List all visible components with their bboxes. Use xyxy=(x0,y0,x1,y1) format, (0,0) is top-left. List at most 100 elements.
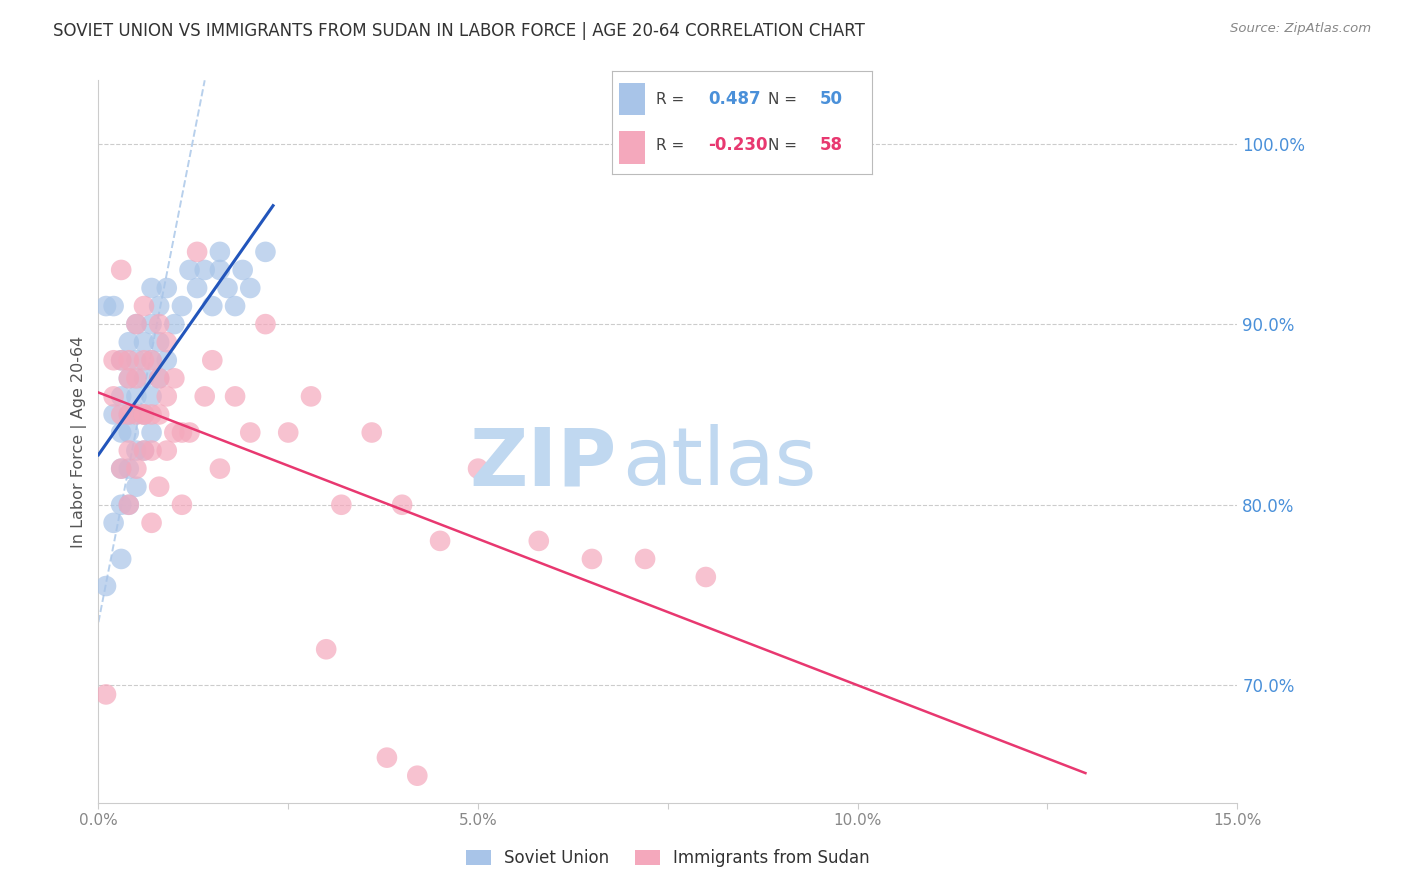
Point xyxy=(299,389,322,403)
Point xyxy=(239,281,262,295)
Point xyxy=(141,425,163,440)
Point xyxy=(156,335,179,350)
Point xyxy=(224,299,246,313)
Point xyxy=(125,443,148,458)
Point xyxy=(118,498,141,512)
Point xyxy=(148,299,170,313)
Point xyxy=(103,353,125,368)
Point xyxy=(406,769,429,783)
Point xyxy=(179,263,201,277)
Point xyxy=(110,353,132,368)
Point xyxy=(695,570,717,584)
Point xyxy=(118,353,141,368)
Text: N =: N = xyxy=(768,137,797,153)
Text: R =: R = xyxy=(655,92,685,106)
Point xyxy=(217,281,239,295)
Point xyxy=(224,389,246,403)
Text: 0.487: 0.487 xyxy=(707,90,761,108)
Point xyxy=(141,408,163,422)
Point xyxy=(103,516,125,530)
Point xyxy=(194,389,217,403)
Point xyxy=(125,408,148,422)
Point xyxy=(148,480,170,494)
Point xyxy=(239,425,262,440)
Point xyxy=(118,335,141,350)
Point xyxy=(94,579,117,593)
Point xyxy=(125,389,148,403)
Point xyxy=(132,335,155,350)
Point xyxy=(132,443,155,458)
Point xyxy=(315,642,337,657)
Point xyxy=(132,408,155,422)
Point xyxy=(132,299,155,313)
Point xyxy=(103,389,125,403)
Point xyxy=(110,389,132,403)
Point xyxy=(118,371,141,385)
Bar xyxy=(620,83,645,115)
Text: 50: 50 xyxy=(820,90,842,108)
Point xyxy=(254,317,277,331)
Point xyxy=(581,552,603,566)
Point xyxy=(179,425,201,440)
Point xyxy=(118,425,141,440)
Point xyxy=(132,353,155,368)
Point xyxy=(467,461,489,475)
Text: atlas: atlas xyxy=(623,425,817,502)
Point xyxy=(360,425,382,440)
Point xyxy=(118,408,141,422)
Point xyxy=(118,498,141,512)
Point xyxy=(429,533,451,548)
Point xyxy=(110,353,132,368)
Point xyxy=(634,552,657,566)
Point xyxy=(125,317,148,331)
Point xyxy=(170,299,193,313)
Text: 58: 58 xyxy=(820,136,842,154)
Text: -0.230: -0.230 xyxy=(707,136,768,154)
Point xyxy=(141,281,163,295)
Legend: Soviet Union, Immigrants from Sudan: Soviet Union, Immigrants from Sudan xyxy=(460,843,876,874)
Text: N =: N = xyxy=(768,92,797,106)
Point xyxy=(141,443,163,458)
Point xyxy=(110,408,132,422)
Text: ZIP: ZIP xyxy=(470,425,617,502)
Text: SOVIET UNION VS IMMIGRANTS FROM SUDAN IN LABOR FORCE | AGE 20-64 CORRELATION CHA: SOVIET UNION VS IMMIGRANTS FROM SUDAN IN… xyxy=(53,22,865,40)
Point xyxy=(132,408,155,422)
Point xyxy=(527,533,550,548)
Point xyxy=(208,244,231,259)
Point xyxy=(148,371,170,385)
Point xyxy=(132,443,155,458)
Point xyxy=(141,317,163,331)
Point xyxy=(132,408,155,422)
Point xyxy=(148,317,170,331)
Point xyxy=(118,461,141,475)
Point xyxy=(208,263,231,277)
Point xyxy=(163,425,186,440)
Y-axis label: In Labor Force | Age 20-64: In Labor Force | Age 20-64 xyxy=(72,335,87,548)
Point xyxy=(141,353,163,368)
Point xyxy=(118,443,141,458)
Point xyxy=(141,353,163,368)
Point xyxy=(118,408,141,422)
Point xyxy=(170,498,193,512)
Point xyxy=(103,299,125,313)
Bar xyxy=(620,131,645,163)
Point xyxy=(201,299,224,313)
Point xyxy=(391,498,413,512)
Point xyxy=(277,425,299,440)
Point xyxy=(110,461,132,475)
Point xyxy=(163,371,186,385)
Point xyxy=(156,443,179,458)
Point xyxy=(208,461,231,475)
Point xyxy=(330,498,353,512)
Point xyxy=(110,498,132,512)
Text: R =: R = xyxy=(655,137,685,153)
Text: Source: ZipAtlas.com: Source: ZipAtlas.com xyxy=(1230,22,1371,36)
Point xyxy=(186,244,208,259)
Point xyxy=(148,335,170,350)
Point xyxy=(186,281,208,295)
Point xyxy=(254,244,277,259)
Point xyxy=(110,461,132,475)
Point xyxy=(156,389,179,403)
Point xyxy=(148,408,170,422)
Point xyxy=(125,317,148,331)
